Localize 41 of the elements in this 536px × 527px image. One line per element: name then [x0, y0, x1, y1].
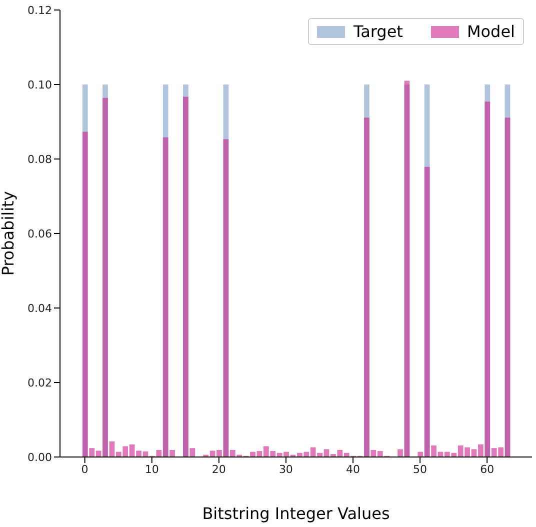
- bar: [216, 450, 222, 457]
- x-axis-title: Bitstring Integer Values: [202, 504, 390, 523]
- x-tick-label: 30: [278, 462, 293, 476]
- bar: [89, 448, 95, 457]
- x-tick-label: 20: [212, 462, 226, 476]
- bar: [498, 447, 504, 457]
- y-axis-title: Probability: [0, 191, 18, 276]
- bar: [491, 448, 497, 457]
- bar: [424, 166, 430, 457]
- bar: [230, 450, 236, 457]
- y-tick-label: 0.04: [28, 302, 52, 315]
- x-tick-label: 10: [144, 462, 159, 476]
- bar: [170, 450, 175, 457]
- bar: [464, 447, 470, 457]
- x-tick-label: 60: [480, 462, 494, 476]
- bar: [136, 450, 142, 457]
- legend-label: Target: [353, 22, 403, 41]
- bar: [190, 448, 196, 457]
- bar: [156, 450, 162, 457]
- bar: [122, 446, 128, 457]
- y-tick-label: 0.00: [28, 450, 52, 464]
- y-tick-label: 0.10: [28, 78, 52, 92]
- x-tick-label: 50: [413, 462, 428, 476]
- y-tick-label: 0.02: [28, 376, 52, 390]
- bar: [129, 444, 135, 457]
- bar: [270, 451, 276, 457]
- bar: [398, 449, 403, 457]
- bar: [337, 450, 343, 457]
- y-tick-label: 0.12: [28, 4, 52, 17]
- bar: [263, 446, 269, 457]
- x-tick-label: 40: [346, 462, 360, 476]
- bar: [310, 447, 316, 457]
- x-tick-label: 0: [81, 462, 88, 476]
- bar: [424, 84, 430, 457]
- bar: [431, 445, 436, 457]
- y-tick-label: 0.06: [28, 227, 52, 240]
- bar: [478, 444, 484, 457]
- bar: [377, 451, 383, 457]
- bar: [458, 445, 464, 457]
- legend-label: Model: [466, 22, 515, 41]
- y-tick-label: 0.08: [28, 152, 52, 166]
